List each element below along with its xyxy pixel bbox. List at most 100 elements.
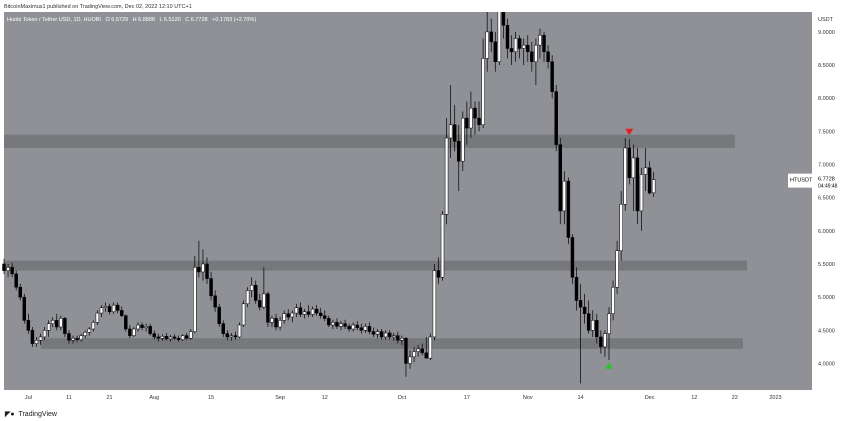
candle-down xyxy=(595,320,599,338)
candle-down xyxy=(489,31,493,43)
price-tag-box xyxy=(788,173,814,188)
candle-down xyxy=(582,306,587,314)
candle-up xyxy=(132,328,136,336)
candle-up xyxy=(38,336,43,341)
candle-up xyxy=(193,267,197,332)
candle-down xyxy=(436,270,441,278)
candle-up xyxy=(339,323,343,327)
candle-up xyxy=(631,157,636,179)
candle-down xyxy=(298,307,303,315)
sell-signal-marker xyxy=(625,128,634,136)
candle-down xyxy=(355,324,359,328)
candle-down xyxy=(493,41,498,62)
x-tick-label: 21 xyxy=(107,395,113,401)
candle-up xyxy=(432,270,437,338)
candle-up xyxy=(144,326,148,328)
candle-down xyxy=(318,312,323,316)
candle-up xyxy=(294,307,299,314)
candle-up xyxy=(99,307,104,314)
candle-down xyxy=(517,38,522,49)
candle-down xyxy=(221,323,225,334)
candle-up xyxy=(310,308,315,315)
y-axis-unit: USDT xyxy=(818,17,834,23)
candle-up xyxy=(448,124,453,139)
candle-down xyxy=(176,338,181,340)
candle-up xyxy=(237,324,242,338)
x-tick-label: 17 xyxy=(464,395,470,401)
candle-down xyxy=(217,306,221,324)
candle-up xyxy=(375,331,380,335)
candle-down xyxy=(107,306,112,312)
candle-up xyxy=(513,38,518,53)
candle-up xyxy=(619,204,623,251)
candle-down xyxy=(306,311,311,315)
candle-down xyxy=(148,326,152,334)
candlestick-chart[interactable]: Huobi Token / Tether USD, 1D, HUOBI O 6.… xyxy=(0,2,850,408)
candle-up xyxy=(461,117,465,162)
support-resistance-zone xyxy=(4,134,735,148)
candle-down xyxy=(501,8,506,26)
x-tick-label: Aug xyxy=(149,395,159,401)
candle-up xyxy=(249,284,254,291)
candle-up xyxy=(603,333,607,348)
x-tick-label: 14 xyxy=(578,395,584,401)
candle-up xyxy=(136,324,140,330)
candle-down xyxy=(347,326,351,330)
candle-up xyxy=(302,311,307,315)
candle-down xyxy=(172,336,177,339)
y-tick-label: 8.5000 xyxy=(818,63,835,69)
candle-up xyxy=(91,322,96,330)
candle-down xyxy=(635,157,640,212)
x-axis[interactable]: Jul 11 21 Aug 15 Sep 12 Oct 17 Nov 14 Dec 12 22 2023 xyxy=(25,395,782,401)
candle-up xyxy=(485,31,489,59)
candle-down xyxy=(156,336,161,339)
candle-down xyxy=(14,273,18,288)
price-tag-value: 6.7728 xyxy=(818,177,835,183)
candle-down xyxy=(335,322,339,327)
candle-up xyxy=(444,137,449,215)
y-tick-label: 5.0000 xyxy=(818,295,835,301)
y-axis[interactable]: USDT 9.0000 8.5000 8.0000 7.5000 7.0000 6.500… xyxy=(818,17,835,367)
candle-down xyxy=(30,330,35,344)
last-price-tag: HTUSDT 6.7728 04:49:48 xyxy=(788,173,846,190)
x-tick-label: 15 xyxy=(208,395,214,401)
candle-down xyxy=(197,267,201,273)
candle-down xyxy=(254,284,258,301)
x-tick-label: Nov xyxy=(523,395,533,401)
candle-down xyxy=(359,327,364,331)
candle-down xyxy=(647,167,652,194)
candle-down xyxy=(509,48,514,53)
candle-down xyxy=(140,324,144,328)
candle-up xyxy=(534,44,538,62)
candle-up xyxy=(400,338,404,341)
candle-up xyxy=(651,179,656,194)
candle-up xyxy=(392,335,396,338)
candle-up xyxy=(71,338,75,341)
candle-down xyxy=(546,51,550,62)
candle-up xyxy=(363,326,368,331)
y-tick-label: 7.0000 xyxy=(818,163,835,169)
candle-up xyxy=(79,335,83,340)
candle-up xyxy=(562,180,567,212)
candle-down xyxy=(63,318,67,334)
x-tick-label: 12 xyxy=(691,395,697,401)
y-tick-label: 4.0000 xyxy=(818,361,835,367)
candle-down xyxy=(124,315,128,330)
x-tick-label: 12 xyxy=(322,395,328,401)
candle-up xyxy=(331,322,335,326)
candle-down xyxy=(367,326,372,332)
signal-markers xyxy=(604,128,634,369)
plot-area[interactable] xyxy=(4,12,812,390)
candle-up xyxy=(103,306,108,309)
candle-down xyxy=(396,335,400,341)
candle-down xyxy=(10,267,14,275)
published-text: published on TradingView.com, Dec 02, 20… xyxy=(47,4,192,10)
candle-up xyxy=(51,320,55,324)
candle-up xyxy=(615,250,619,288)
candle-down xyxy=(452,124,457,142)
support-resistance-zone xyxy=(40,338,743,349)
candle-up xyxy=(497,8,502,62)
brand[interactable]: ◤● TradingView xyxy=(5,409,57,420)
candle-down xyxy=(120,310,124,316)
candle-down xyxy=(554,91,558,145)
